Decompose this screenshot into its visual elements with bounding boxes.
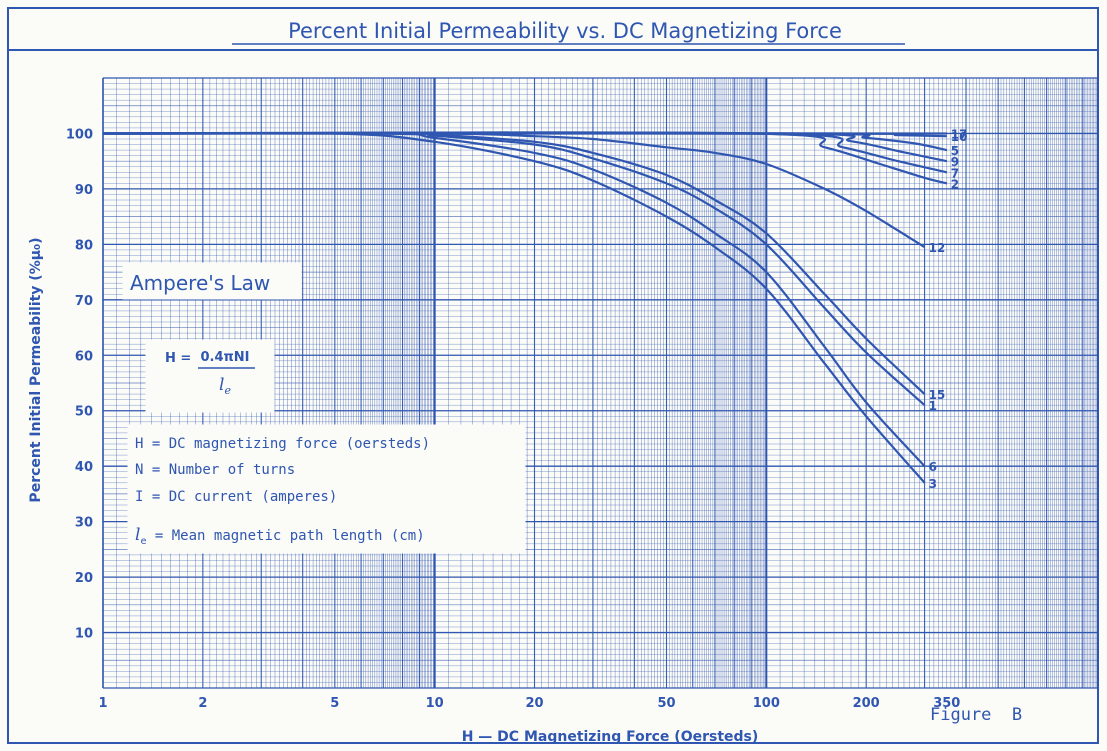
formula-numerator: 0.4πNI bbox=[200, 350, 249, 365]
y-tick-label: 40 bbox=[75, 460, 93, 475]
y-tick-label: 20 bbox=[75, 571, 93, 586]
definitions-box bbox=[127, 424, 526, 554]
definition-line-3: I = DC current (amperes) bbox=[135, 489, 337, 505]
curve-label-1: 1 bbox=[929, 399, 937, 413]
curve-label-3: 3 bbox=[929, 477, 937, 491]
chart-title: Percent Initial Permeability vs. DC Magn… bbox=[288, 19, 842, 43]
curve-label-17: 17 bbox=[951, 127, 968, 141]
x-tick-label: 1 bbox=[98, 696, 107, 711]
law-title-box bbox=[122, 262, 302, 300]
y-tick-label: 100 bbox=[66, 127, 93, 142]
x-tick-label: 100 bbox=[753, 696, 780, 711]
definition-line-4-text: = Mean magnetic path length (cm) bbox=[146, 528, 424, 544]
formula-denominator: le bbox=[219, 375, 231, 397]
curve-3 bbox=[102, 131, 926, 484]
x-tick-label: 20 bbox=[525, 696, 543, 711]
definition-line-1: H = DC magnetizing force (oersteds) bbox=[135, 436, 430, 452]
definition-line-4: le = Mean magnetic path length (cm) bbox=[135, 525, 425, 547]
y-tick-label: 60 bbox=[75, 349, 93, 364]
formula-lhs: H = bbox=[165, 351, 196, 366]
y-tick-label: 30 bbox=[75, 516, 93, 531]
formula-denominator-sub: e bbox=[224, 384, 231, 397]
curve-label-9: 9 bbox=[951, 155, 959, 169]
x-tick-label: 50 bbox=[657, 696, 675, 711]
x-axis-label: H — DC Magnetizing Force (Oersteds) bbox=[462, 729, 759, 745]
definition-line-4-symbol: l bbox=[135, 525, 140, 545]
definition-line-2: N = Number of turns bbox=[135, 462, 295, 478]
y-tick-label: 70 bbox=[75, 294, 93, 309]
figure-label: Figure B bbox=[930, 705, 1022, 725]
curve-label-6: 6 bbox=[929, 460, 937, 474]
curve-12 bbox=[102, 132, 926, 249]
x-tick-label: 10 bbox=[426, 696, 444, 711]
y-tick-label: 50 bbox=[75, 405, 93, 420]
y-tick-labels: 10 20 30 40 50 60 70 80 90 100 bbox=[66, 127, 93, 641]
x-tick-label: 2 bbox=[198, 696, 207, 711]
curve-label-15: 15 bbox=[929, 388, 946, 402]
formula-denominator-symbol: l bbox=[219, 375, 224, 395]
x-tick-label: 5 bbox=[330, 696, 339, 711]
x-tick-labels: 1 2 5 10 20 50 100 200 350 bbox=[98, 696, 960, 711]
y-tick-label: 10 bbox=[75, 627, 93, 642]
definition-line-4-sub: e bbox=[140, 536, 146, 547]
y-tick-label: 80 bbox=[75, 238, 93, 253]
x-tick-label: 350 bbox=[933, 696, 960, 711]
curve-label-10: 10 bbox=[951, 130, 968, 144]
x-tick-label: 200 bbox=[853, 696, 880, 711]
curve-6 bbox=[102, 132, 926, 467]
formula-box bbox=[145, 339, 275, 413]
y-tick-label: 90 bbox=[75, 183, 93, 198]
curve-label-5: 5 bbox=[951, 144, 959, 158]
curves bbox=[102, 131, 948, 484]
curve-7 bbox=[102, 131, 948, 174]
curve-label-7: 7 bbox=[951, 166, 959, 180]
curve-label-12: 12 bbox=[929, 241, 946, 255]
curve-label-2: 2 bbox=[951, 177, 959, 191]
law-title: Ampere's Law bbox=[130, 271, 270, 295]
y-axis-label: Percent Initial Permeability (%μ₀) bbox=[28, 237, 44, 502]
